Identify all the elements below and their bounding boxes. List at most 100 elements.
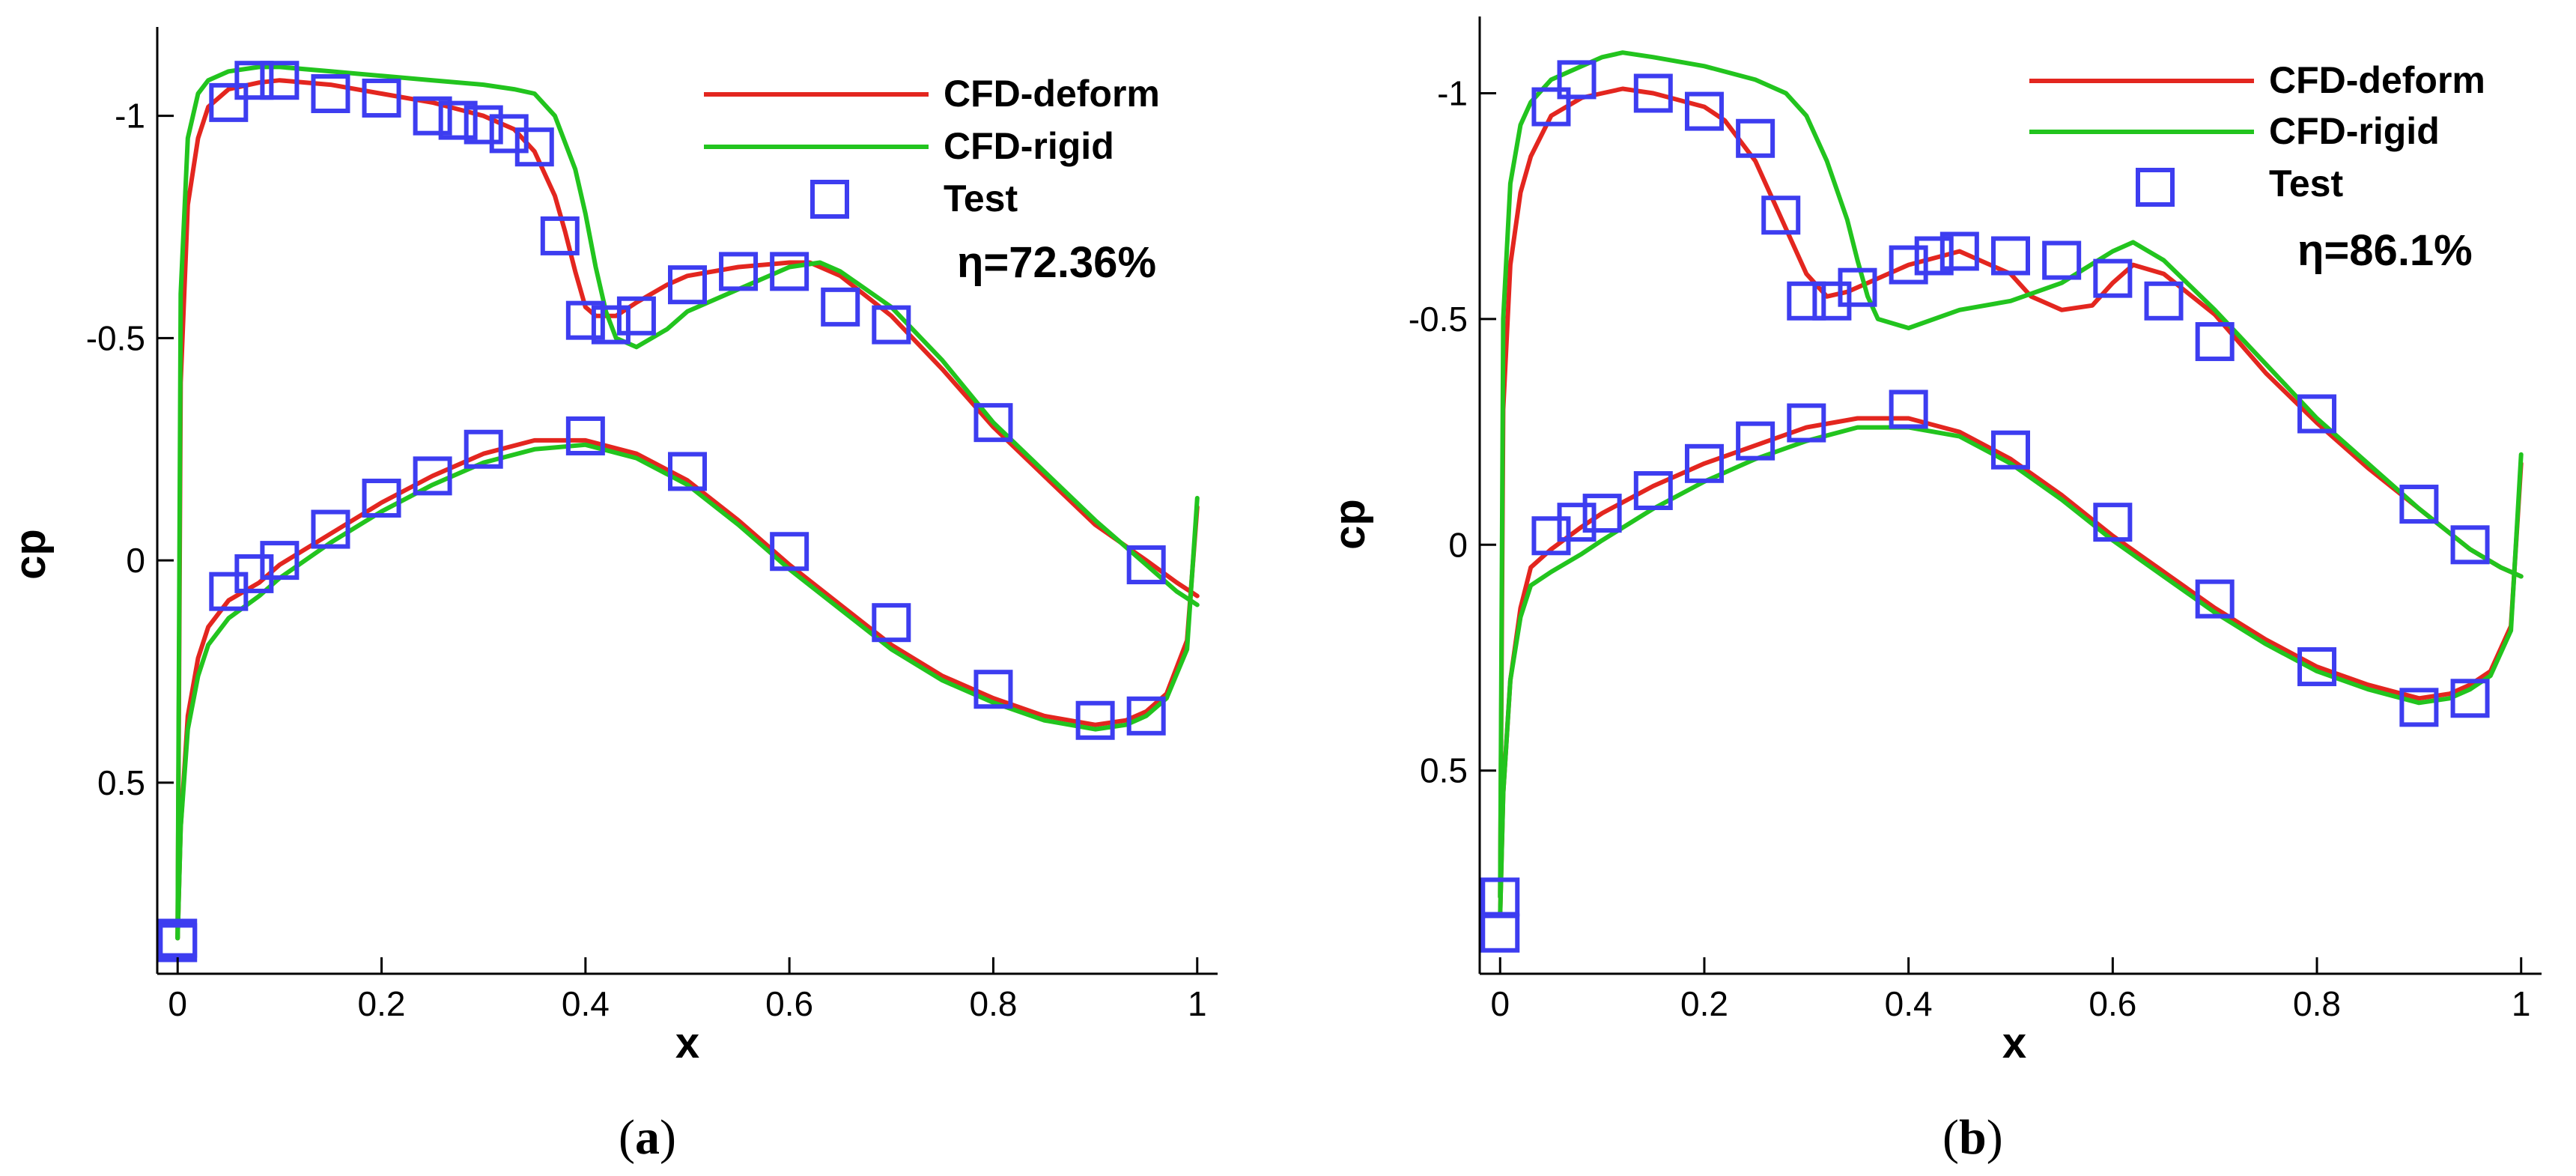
test-data-point: [1633, 470, 1673, 510]
legend: CFD-deform CFD-rigid Test: [704, 73, 1160, 219]
test-data-point: [489, 114, 529, 154]
test-data-point: [1939, 231, 1979, 271]
test-data-point: [464, 429, 503, 469]
series-line-cfd-rigid: [175, 64, 1200, 941]
test-data-point: [872, 305, 911, 345]
test-data-point: [2093, 503, 2133, 542]
panel-b: 0 0.2 0.4 0.6 0.8 1 -1 -0.5 0 0.5 x cp CFD-deform…: [1325, 16, 2542, 1165]
x-tick-label: 0.4: [562, 984, 610, 1023]
test-data-point: [973, 403, 1013, 443]
test-data-point: [514, 127, 554, 167]
test-data-point: [2399, 485, 2439, 524]
test-data-point: [591, 305, 631, 345]
panel-a: 0 0.2 0.4 0.6 0.8 1 -1 -0.5 0 0.5 x cp CFD-deform…: [6, 27, 1218, 1165]
x-tick-label: 0.6: [765, 984, 813, 1023]
test-data-point: [821, 287, 860, 327]
test-data-point: [1531, 87, 1571, 127]
y-tick-label: 0: [126, 541, 145, 580]
x-axis-label: x: [2002, 1019, 2026, 1067]
x-tick-label: 0.8: [2293, 984, 2341, 1023]
x-tick-label: 1: [1188, 984, 1207, 1023]
legend-label-test: Test: [944, 178, 1018, 219]
test-data-point: [1812, 281, 1852, 321]
legend-label-cfd-deform: CFD-deform: [944, 73, 1160, 115]
test-data-point: [2195, 579, 2235, 619]
y-axis-label: cp: [6, 529, 55, 580]
legend-label-cfd-rigid: CFD-rigid: [944, 125, 1114, 167]
plot-a-data-layer: [158, 61, 1200, 963]
test-data-point: [311, 74, 350, 114]
legend-label-test: Test: [2269, 163, 2343, 204]
x-tick-label: 0.2: [1680, 984, 1728, 1023]
test-data-point: [1761, 196, 1801, 235]
test-data-point: [2399, 688, 2439, 727]
test-data-point: [362, 78, 401, 118]
y-tick-label: 0.5: [1420, 751, 1468, 790]
test-data-point: [234, 61, 274, 100]
test-data-point: [438, 100, 478, 140]
test-data-point: [2297, 394, 2337, 434]
test-data-point: [1787, 281, 1826, 321]
y-tick-label: -0.5: [86, 318, 145, 357]
test-data-point: [565, 300, 605, 340]
y-tick-label: 0.5: [97, 763, 145, 802]
y-tick-label: -0.5: [1409, 300, 1468, 339]
test-data-point: [1787, 403, 1826, 443]
test-data-point: [413, 456, 452, 496]
y-tick-label: -1: [115, 97, 145, 136]
test-data-point: [234, 554, 274, 593]
test-data-point: [413, 96, 452, 136]
test-data-point: [464, 105, 503, 145]
plot-b-ticks: 0 0.2 0.4 0.6 0.8 1 -1 -0.5 0 0.5: [1409, 73, 2531, 1023]
plot-a-axes: [156, 27, 1218, 975]
test-data-point: [1126, 545, 1166, 585]
test-data-point: [2450, 679, 2490, 718]
legend-marker-test: [2136, 168, 2175, 207]
test-data-point: [872, 603, 911, 643]
test-data-point: [2042, 240, 2082, 280]
caption-b: (b): [1942, 1110, 2003, 1165]
test-data-point: [1991, 430, 2030, 470]
series-line-cfd-deform: [1498, 86, 2524, 900]
test-data-point: [668, 265, 707, 305]
test-data-point: [1684, 443, 1724, 483]
test-data-point: [1736, 421, 1775, 461]
legend: CFD-deform CFD-rigid Test: [2029, 59, 2485, 207]
test-data-point: [616, 296, 656, 336]
test-data-point: [209, 82, 249, 122]
series-line-cfd-rigid: [1498, 425, 2524, 918]
caption-a: (a): [619, 1110, 676, 1165]
legend-marker-test: [810, 180, 849, 219]
series-line-cfd-rigid: [1498, 50, 2524, 900]
test-data-point: [1991, 236, 2030, 276]
efficiency-annotation: η=72.36%: [957, 238, 1156, 287]
x-tick-label: 0: [168, 984, 187, 1023]
x-tick-label: 0.6: [2089, 984, 2136, 1023]
test-data-point: [1838, 267, 1877, 307]
series-line-cfd-deform: [1498, 416, 2524, 918]
y-tick-label: -1: [1437, 73, 1468, 112]
plot-b-axes: [1478, 16, 2542, 975]
test-data-point: [311, 509, 350, 549]
test-data-point: [1126, 696, 1166, 736]
test-data-point: [973, 670, 1013, 709]
test-data-point: [719, 252, 759, 291]
test-data-point: [540, 216, 580, 255]
plot-a-ticks: 0 0.2 0.4 0.6 0.8 1 -1 -0.5 0 0.5: [86, 97, 1207, 1023]
series-line-cfd-deform: [175, 78, 1200, 941]
y-axis-label: cp: [1325, 499, 1374, 550]
test-data-point: [1075, 700, 1115, 740]
legend-label-cfd-rigid: CFD-rigid: [2269, 110, 2440, 152]
y-tick-label: 0: [1448, 525, 1468, 564]
test-data-point: [1531, 516, 1571, 556]
x-tick-label: 0.2: [358, 984, 406, 1023]
test-data-point: [2297, 647, 2337, 687]
x-tick-label: 0.8: [969, 984, 1017, 1023]
efficiency-annotation: η=86.1%: [2297, 226, 2473, 275]
test-data-point: [770, 252, 809, 291]
test-data-point: [565, 416, 605, 455]
test-data-point: [1480, 913, 1520, 953]
x-tick-label: 0.4: [1885, 984, 1933, 1023]
legend-label-cfd-deform: CFD-deform: [2269, 59, 2485, 101]
